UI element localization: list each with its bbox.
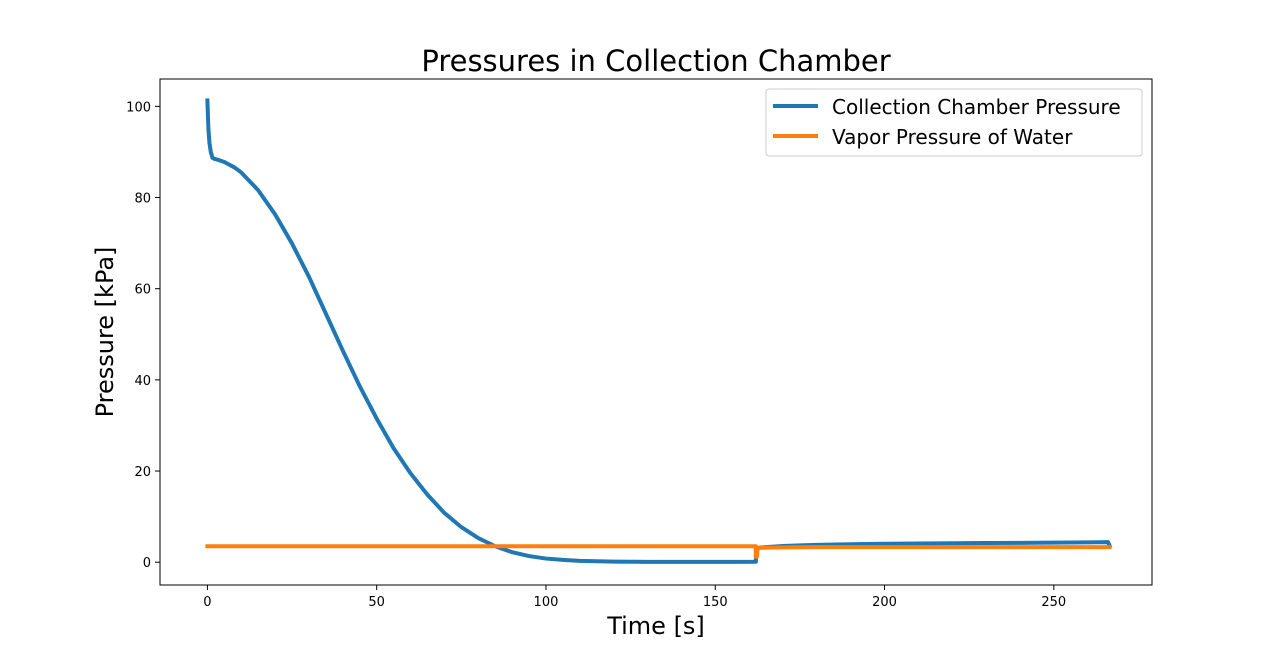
y-tick-label: 100 — [126, 100, 151, 115]
y-tick-label: 0 — [143, 556, 151, 571]
series-layer — [205, 98, 1113, 564]
chart-title: Pressures in Collection Chamber — [421, 44, 890, 78]
x-tick-label: 0 — [203, 595, 211, 610]
plot-area — [159, 78, 1153, 586]
x-tick-label: 150 — [703, 595, 728, 610]
y-axis-ticks: 0 20 40 60 80 100 — [126, 100, 160, 571]
series-line-vapor-pressure-of-water — [205, 544, 1112, 559]
y-tick-label: 60 — [134, 283, 151, 298]
x-tick-label: 100 — [534, 595, 559, 610]
x-tick-label: 250 — [1041, 595, 1066, 610]
y-tick-label: 80 — [134, 192, 151, 207]
y-axis-label: Pressure [kPa] — [91, 247, 119, 418]
legend-label-collection-chamber-pressure: Collection Chamber Pressure — [832, 95, 1121, 119]
x-axis-label: Time [s] — [606, 612, 705, 640]
legend: Collection Chamber Pressure Vapor Pressu… — [765, 88, 1143, 157]
legend-label-vapor-pressure-of-water: Vapor Pressure of Water — [832, 125, 1073, 149]
series-line-collection-chamber-pressure — [205, 98, 1113, 564]
x-tick-label: 50 — [368, 595, 385, 610]
y-tick-label: 20 — [134, 465, 151, 480]
legend-box — [765, 88, 1143, 157]
y-tick-label: 40 — [134, 374, 151, 389]
x-tick-label: 200 — [872, 595, 897, 610]
x-axis-ticks: 0 50 100 150 200 250 — [203, 585, 1066, 610]
